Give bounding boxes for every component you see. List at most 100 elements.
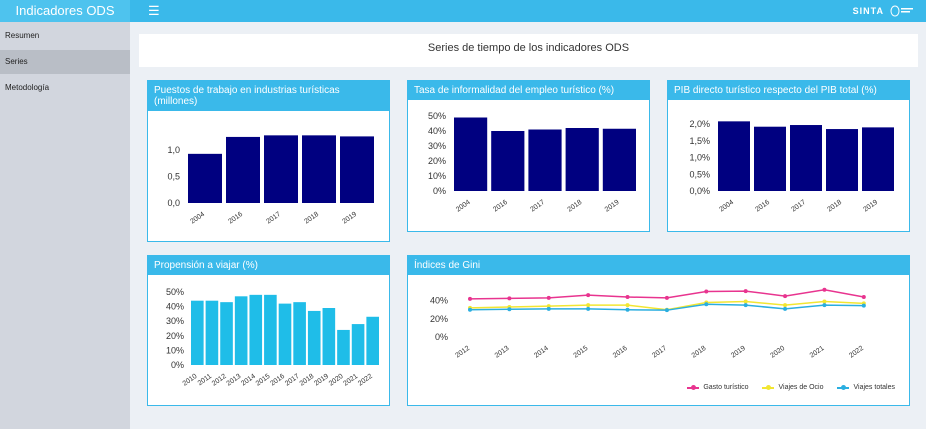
panel-gini-title: Índices de Gini: [408, 256, 909, 275]
page-title: Series de tiempo de los indicadores ODS: [139, 34, 918, 67]
bar[interactable]: [602, 128, 636, 191]
x-tick-label: 2012: [454, 345, 471, 360]
sidebar-item-metodologia[interactable]: Metodología: [5, 83, 50, 92]
hamburger-icon[interactable]: ☰: [148, 3, 160, 18]
x-tick-label: 2013: [226, 373, 243, 388]
series-point[interactable]: [822, 303, 827, 308]
legend-item-gasto[interactable]: Gasto turístico: [687, 384, 748, 391]
x-tick-label: 2018: [303, 211, 320, 226]
sidebar-item-series[interactable]: Series: [0, 50, 130, 74]
x-tick-label: 2016: [492, 199, 509, 214]
y-tick-label: 1,0: [167, 145, 180, 155]
x-tick-label: 2014: [533, 345, 550, 360]
bar[interactable]: [454, 117, 488, 192]
series-point[interactable]: [468, 307, 472, 312]
series-point[interactable]: [507, 296, 512, 301]
bar[interactable]: [307, 310, 321, 365]
top-navbar: Indicadores ODS ☰ SINTA: [0, 0, 926, 22]
bar[interactable]: [826, 129, 858, 191]
chart-empleo: 0,0 0,5 1,0 2004 2016 2017 2018 2019: [167, 135, 374, 226]
y-tick-label: 10%: [428, 171, 446, 181]
series-point[interactable]: [822, 299, 827, 304]
x-tick-label: 2017: [790, 199, 807, 214]
series-point[interactable]: [743, 299, 748, 304]
series-point[interactable]: [822, 287, 827, 292]
series-point[interactable]: [783, 303, 788, 308]
series-point[interactable]: [664, 308, 669, 313]
series-point[interactable]: [743, 303, 748, 308]
y-tick-label: 30%: [428, 141, 446, 151]
series-point[interactable]: [586, 303, 591, 308]
series-point[interactable]: [704, 289, 709, 294]
series-point[interactable]: [625, 307, 630, 312]
bar[interactable]: [249, 294, 263, 365]
x-tick-label: 2018: [567, 199, 584, 214]
bar[interactable]: [226, 136, 260, 203]
x-tick-label: 2022: [848, 345, 865, 360]
x-tick-label: 2022: [357, 373, 374, 388]
panel-propension-title: Propensión a viajar (%): [148, 256, 389, 275]
bar[interactable]: [191, 300, 204, 365]
series-point[interactable]: [586, 293, 591, 298]
x-tick-label: 2016: [612, 345, 629, 360]
bar[interactable]: [340, 136, 374, 203]
bar[interactable]: [264, 294, 277, 365]
y-tick-label: 1,5%: [689, 136, 710, 146]
series-point[interactable]: [625, 303, 630, 308]
bar[interactable]: [293, 302, 306, 365]
series-point[interactable]: [468, 296, 472, 301]
series-point[interactable]: [743, 289, 748, 294]
sinta-logo-text: SINTA: [852, 6, 884, 16]
x-tick-label: 2020: [769, 345, 786, 360]
bar[interactable]: [188, 153, 222, 203]
series-point[interactable]: [783, 306, 788, 311]
x-tick-label: 2017: [651, 345, 668, 360]
series-point[interactable]: [704, 302, 709, 307]
bar[interactable]: [491, 131, 525, 191]
chart-pib: 0,0% 0,5% 1,0% 1,5% 2,0% 2004 2016 2017 2018 2019: [689, 119, 894, 214]
bar[interactable]: [302, 135, 336, 203]
x-tick-label: 2004: [718, 199, 735, 214]
y-tick-label: 20%: [166, 331, 184, 341]
bar[interactable]: [366, 316, 379, 365]
sidebar-item-resumen[interactable]: Resumen: [5, 31, 40, 40]
bar[interactable]: [264, 135, 298, 203]
panel-pib-title: PIB directo turístico respecto del PIB t…: [668, 81, 909, 100]
series-point[interactable]: [586, 306, 591, 311]
bar[interactable]: [565, 128, 599, 191]
series-point[interactable]: [507, 307, 512, 312]
bar[interactable]: [322, 308, 336, 365]
series-point[interactable]: [861, 295, 866, 299]
bar[interactable]: [205, 300, 219, 365]
x-tick-label: 2016: [227, 211, 244, 226]
series-point[interactable]: [625, 295, 630, 299]
legend-item-ocio[interactable]: Viajes de Ocio: [762, 384, 823, 391]
bar[interactable]: [337, 329, 350, 365]
series-point[interactable]: [546, 306, 551, 311]
series-point[interactable]: [861, 303, 866, 308]
bar[interactable]: [278, 303, 292, 365]
x-tick-label: 2020: [328, 373, 345, 388]
x-tick-label: 2018: [299, 373, 316, 388]
bar[interactable]: [718, 121, 750, 191]
chart-propension: 0%10%20%30%40%50%20102011201220132014201…: [166, 287, 379, 388]
panel-informalidad: Tasa de informalidad del empleo turístic…: [407, 80, 650, 232]
bar[interactable]: [528, 129, 562, 192]
bar[interactable]: [790, 125, 822, 191]
y-tick-label: 50%: [428, 111, 446, 121]
gini-legend: Gasto turístico Viajes de Ocio Viajes to…: [687, 384, 895, 391]
y-tick-label: 20%: [428, 156, 446, 166]
bar[interactable]: [220, 302, 233, 365]
app-title[interactable]: Indicadores ODS: [0, 0, 130, 22]
series-point[interactable]: [664, 295, 669, 300]
series-point[interactable]: [783, 294, 788, 299]
bar[interactable]: [234, 296, 248, 365]
bar[interactable]: [754, 126, 786, 191]
legend-label-gasto: Gasto turístico: [703, 384, 749, 391]
x-tick-label: 2017: [529, 199, 546, 214]
bar[interactable]: [351, 324, 365, 365]
bar[interactable]: [862, 127, 894, 191]
legend-item-totales[interactable]: Viajes totales: [837, 384, 895, 391]
series-point[interactable]: [546, 295, 551, 300]
chart-informalidad: 0% 10% 20% 30% 40% 50% 2004 2016 2017 2018 2019: [428, 111, 636, 214]
